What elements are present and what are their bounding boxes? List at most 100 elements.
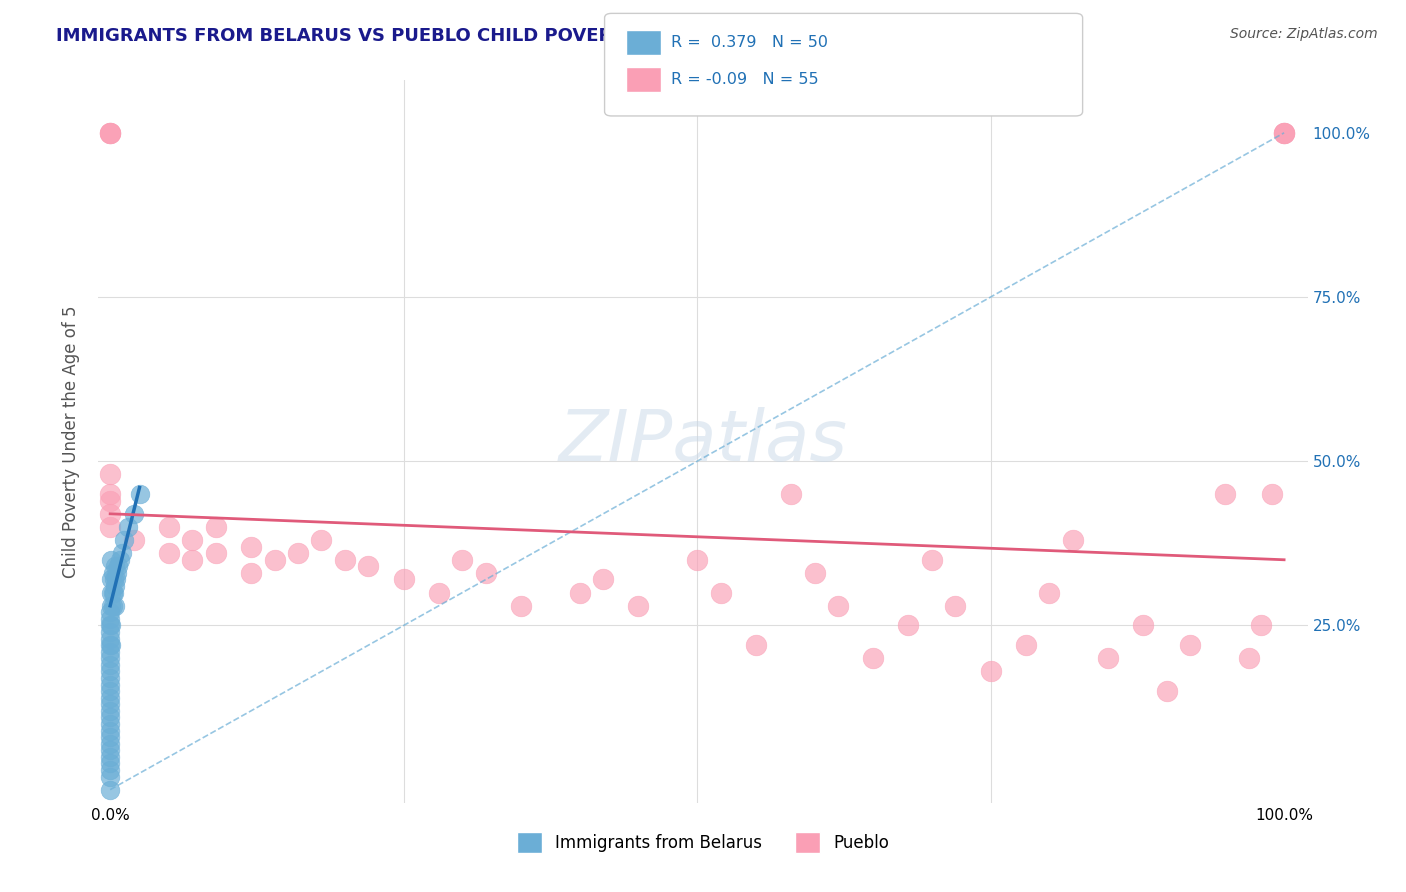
Pueblo xyxy=(98,126,121,140)
Immigrants from Belarus xyxy=(98,618,121,632)
Immigrants from Belarus xyxy=(100,599,122,613)
Immigrants from Belarus xyxy=(101,585,124,599)
Immigrants from Belarus xyxy=(98,671,121,685)
Pueblo xyxy=(1272,126,1295,140)
Immigrants from Belarus xyxy=(103,585,125,599)
Immigrants from Belarus xyxy=(98,717,121,731)
Pueblo xyxy=(98,487,121,501)
Legend: Immigrants from Belarus, Pueblo: Immigrants from Belarus, Pueblo xyxy=(510,826,896,860)
Pueblo xyxy=(287,546,309,560)
Immigrants from Belarus xyxy=(98,645,121,659)
Immigrants from Belarus xyxy=(100,638,122,652)
Immigrants from Belarus xyxy=(104,559,127,574)
Pueblo xyxy=(1180,638,1202,652)
Pueblo xyxy=(1038,585,1060,599)
Pueblo xyxy=(1132,618,1154,632)
Pueblo xyxy=(510,599,533,613)
Immigrants from Belarus xyxy=(98,749,121,764)
Immigrants from Belarus xyxy=(104,599,127,613)
Immigrants from Belarus xyxy=(105,566,128,580)
Immigrants from Belarus xyxy=(100,573,122,587)
Pueblo xyxy=(1156,684,1178,698)
Pueblo xyxy=(98,493,121,508)
Pueblo xyxy=(686,553,709,567)
Pueblo xyxy=(710,585,733,599)
Pueblo xyxy=(122,533,145,547)
Immigrants from Belarus xyxy=(98,770,121,784)
Pueblo xyxy=(98,520,121,534)
Pueblo xyxy=(1272,126,1295,140)
Pueblo xyxy=(568,585,591,599)
Immigrants from Belarus xyxy=(111,546,134,560)
Immigrants from Belarus xyxy=(101,599,124,613)
Pueblo xyxy=(157,520,180,534)
Pueblo xyxy=(745,638,768,652)
Pueblo xyxy=(1015,638,1038,652)
Pueblo xyxy=(827,599,849,613)
Immigrants from Belarus xyxy=(98,605,121,619)
Immigrants from Belarus xyxy=(104,579,127,593)
Immigrants from Belarus xyxy=(98,690,121,705)
Immigrants from Belarus xyxy=(105,573,128,587)
Immigrants from Belarus xyxy=(98,638,121,652)
Pueblo xyxy=(1272,126,1295,140)
Pueblo xyxy=(980,665,1002,679)
Immigrants from Belarus xyxy=(122,507,145,521)
Immigrants from Belarus xyxy=(108,553,131,567)
Immigrants from Belarus xyxy=(98,612,121,626)
Pueblo xyxy=(1062,533,1084,547)
Immigrants from Belarus xyxy=(98,698,121,712)
Pueblo xyxy=(1215,487,1237,501)
Pueblo xyxy=(204,520,226,534)
Pueblo xyxy=(1237,651,1260,665)
Immigrants from Belarus xyxy=(98,723,121,738)
Immigrants from Belarus xyxy=(98,782,121,797)
Immigrants from Belarus xyxy=(98,651,121,665)
Pueblo xyxy=(1097,651,1119,665)
Immigrants from Belarus xyxy=(98,737,121,751)
Pueblo xyxy=(475,566,498,580)
Immigrants from Belarus xyxy=(98,756,121,771)
Immigrants from Belarus xyxy=(98,763,121,777)
Text: ZIPatlas: ZIPatlas xyxy=(558,407,848,476)
Pueblo xyxy=(897,618,920,632)
Pueblo xyxy=(1261,487,1284,501)
Text: R =  0.379   N = 50: R = 0.379 N = 50 xyxy=(671,36,828,50)
Immigrants from Belarus xyxy=(98,684,121,698)
Pueblo xyxy=(181,553,204,567)
Pueblo xyxy=(333,553,356,567)
Pueblo xyxy=(945,599,967,613)
Pueblo xyxy=(627,599,650,613)
Pueblo xyxy=(427,585,450,599)
Y-axis label: Child Poverty Under the Age of 5: Child Poverty Under the Age of 5 xyxy=(62,305,80,578)
Text: R = -0.09   N = 55: R = -0.09 N = 55 xyxy=(671,72,818,87)
Pueblo xyxy=(592,573,614,587)
Immigrants from Belarus xyxy=(98,730,121,744)
Pueblo xyxy=(451,553,474,567)
Immigrants from Belarus xyxy=(98,632,121,646)
Immigrants from Belarus xyxy=(100,553,122,567)
Immigrants from Belarus xyxy=(100,618,122,632)
Pueblo xyxy=(311,533,333,547)
Immigrants from Belarus xyxy=(128,487,150,501)
Pueblo xyxy=(240,566,263,580)
Pueblo xyxy=(204,546,226,560)
Pueblo xyxy=(240,540,263,554)
Immigrants from Belarus xyxy=(107,559,129,574)
Immigrants from Belarus xyxy=(98,743,121,757)
Immigrants from Belarus xyxy=(98,677,121,691)
Immigrants from Belarus xyxy=(103,573,125,587)
Pueblo xyxy=(181,533,204,547)
Pueblo xyxy=(98,126,121,140)
Text: Source: ZipAtlas.com: Source: ZipAtlas.com xyxy=(1230,27,1378,41)
Text: IMMIGRANTS FROM BELARUS VS PUEBLO CHILD POVERTY UNDER THE AGE OF 5 CORRELATION C: IMMIGRANTS FROM BELARUS VS PUEBLO CHILD … xyxy=(56,27,1081,45)
Pueblo xyxy=(157,546,180,560)
Immigrants from Belarus xyxy=(117,520,139,534)
Immigrants from Belarus xyxy=(98,710,121,724)
Pueblo xyxy=(392,573,415,587)
Pueblo xyxy=(803,566,825,580)
Immigrants from Belarus xyxy=(98,665,121,679)
Pueblo xyxy=(98,467,121,482)
Pueblo xyxy=(780,487,803,501)
Immigrants from Belarus xyxy=(98,657,121,672)
